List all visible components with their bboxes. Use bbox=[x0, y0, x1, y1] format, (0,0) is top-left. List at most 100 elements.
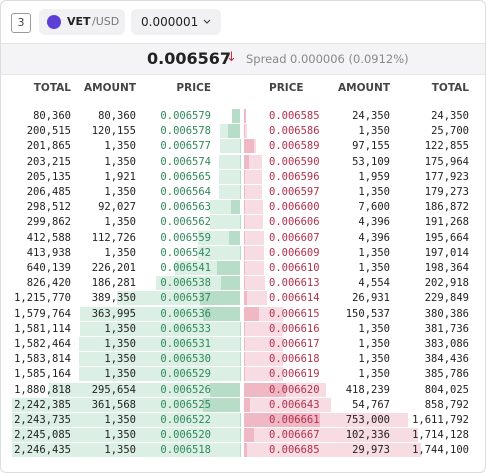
ask-total: 380,386 bbox=[424, 307, 469, 320]
summary-bar: 0.006567 ↓ Spread 0.000006 (0.0912%) bbox=[1, 43, 485, 75]
bid-price: 0.006565 bbox=[160, 170, 211, 183]
amount-bar bbox=[227, 124, 240, 139]
depth-bar bbox=[12, 397, 240, 412]
bid-total: 1,579,764 bbox=[14, 307, 71, 320]
bid-total: 412,588 bbox=[26, 231, 71, 244]
ask-amount: 53,109 bbox=[352, 155, 390, 168]
ask-price: 0.006617 bbox=[269, 338, 320, 350]
amount-bar bbox=[203, 306, 240, 321]
bid-total: 2,242,385 bbox=[14, 398, 71, 411]
bid-price: 0.006538 bbox=[160, 277, 211, 290]
ask-amount: 1,350 bbox=[358, 262, 390, 274]
ask-price: 0.006643 bbox=[269, 398, 320, 411]
ask-price: 0.006615 bbox=[269, 307, 320, 320]
amount-bar bbox=[217, 261, 240, 275]
bid-price: 0.006531 bbox=[160, 338, 211, 350]
ask-price: 0.006614 bbox=[269, 292, 320, 305]
bid-amount: 1,350 bbox=[104, 444, 136, 457]
amount-bar bbox=[244, 154, 250, 169]
bid-total: 413,938 bbox=[26, 246, 71, 259]
ask-amount: 26,931 bbox=[352, 292, 390, 305]
amount-bar bbox=[244, 291, 247, 306]
bid-total: 1,880,818 bbox=[14, 383, 71, 396]
bid-price: 0.006559 bbox=[160, 231, 211, 244]
ask-total: 175,964 bbox=[424, 155, 469, 168]
depth-bar bbox=[244, 169, 263, 184]
bid-price: 0.006533 bbox=[160, 322, 211, 335]
column-header: PRICE bbox=[269, 82, 304, 94]
ask-total: 177,923 bbox=[424, 170, 469, 183]
bid-price: 0.006525 bbox=[160, 398, 211, 411]
bid-amount: 1,350 bbox=[104, 429, 136, 442]
ask-total: 179,273 bbox=[424, 186, 469, 198]
bid-total: 1,215,770 bbox=[14, 292, 71, 305]
ask-total: 384,436 bbox=[424, 353, 469, 366]
ask-price: 0.006585 bbox=[269, 110, 320, 122]
bid-price: 0.006563 bbox=[160, 201, 211, 214]
depth-bar bbox=[244, 124, 247, 139]
bid-price: 0.006518 bbox=[160, 444, 211, 457]
ask-price: 0.006609 bbox=[269, 246, 320, 259]
ask-price: 0.006586 bbox=[269, 125, 320, 138]
ask-price: 0.006616 bbox=[269, 322, 320, 335]
bid-total: 298,512 bbox=[26, 201, 71, 214]
bid-total: 203,215 bbox=[26, 155, 71, 168]
pair-base: VET bbox=[67, 15, 91, 28]
ask-total: 858,792 bbox=[424, 398, 469, 411]
depth-bar bbox=[49, 382, 240, 397]
amount-bar bbox=[221, 276, 240, 291]
ask-total: 385,786 bbox=[424, 368, 469, 381]
bid-price: 0.006578 bbox=[160, 125, 211, 138]
ask-amount: 4,396 bbox=[358, 231, 390, 244]
spread-label: Spread bbox=[246, 52, 287, 66]
depth-bar bbox=[244, 245, 264, 260]
amount-bar bbox=[244, 397, 250, 412]
amount-bar bbox=[231, 109, 240, 123]
bid-amount: 92,027 bbox=[98, 201, 136, 214]
tick-size-dropdown[interactable]: 0.000001 bbox=[131, 9, 221, 35]
ask-price: 0.006610 bbox=[269, 262, 320, 274]
ask-amount: 418,239 bbox=[345, 383, 390, 396]
amount-bar bbox=[203, 397, 240, 412]
bid-total: 2,245,085 bbox=[14, 429, 71, 442]
ask-amount: 1,350 bbox=[358, 322, 390, 335]
depth-bar bbox=[197, 245, 240, 260]
coin-icon bbox=[47, 15, 61, 29]
bid-price: 0.006577 bbox=[160, 140, 211, 153]
column-header: AMOUNT bbox=[84, 82, 136, 94]
pair-selector[interactable]: VET /USD bbox=[39, 9, 125, 35]
depth-bar bbox=[79, 367, 240, 382]
ask-amount: 24,350 bbox=[352, 110, 390, 122]
ask-amount: 1,350 bbox=[358, 338, 390, 350]
amount-bar bbox=[244, 443, 248, 458]
amount-bar bbox=[209, 382, 240, 397]
bid-amount: 1,350 bbox=[104, 246, 136, 259]
depth-bar bbox=[79, 352, 240, 367]
depth-bar bbox=[244, 428, 418, 443]
depth-bar bbox=[244, 185, 263, 199]
ask-amount: 1,350 bbox=[358, 353, 390, 366]
ask-price: 0.006613 bbox=[269, 277, 320, 290]
amount-bar bbox=[244, 139, 254, 154]
ask-total: 195,664 bbox=[424, 231, 469, 244]
depth-bar bbox=[79, 337, 240, 351]
ask-amount: 753,000 bbox=[345, 414, 390, 426]
depth-bar bbox=[79, 306, 240, 321]
bid-amount: 120,155 bbox=[91, 125, 136, 138]
ask-price: 0.006606 bbox=[269, 216, 320, 229]
amount-bar bbox=[244, 306, 260, 321]
ask-total: 229,849 bbox=[424, 292, 469, 305]
ask-amount: 97,155 bbox=[352, 140, 390, 153]
bid-amount: 80,360 bbox=[98, 110, 136, 122]
badge[interactable]: 3 bbox=[11, 13, 31, 33]
depth-bar bbox=[219, 139, 240, 154]
bid-price: 0.006574 bbox=[160, 155, 211, 168]
bid-total: 2,243,735 bbox=[14, 414, 71, 426]
ask-amount: 1,350 bbox=[358, 246, 390, 259]
depth-bar bbox=[244, 352, 284, 367]
ask-price: 0.006619 bbox=[269, 368, 320, 381]
column-header: TOTAL bbox=[33, 82, 71, 94]
ask-price: 0.006597 bbox=[269, 186, 320, 198]
bid-price: 0.006522 bbox=[160, 414, 211, 426]
